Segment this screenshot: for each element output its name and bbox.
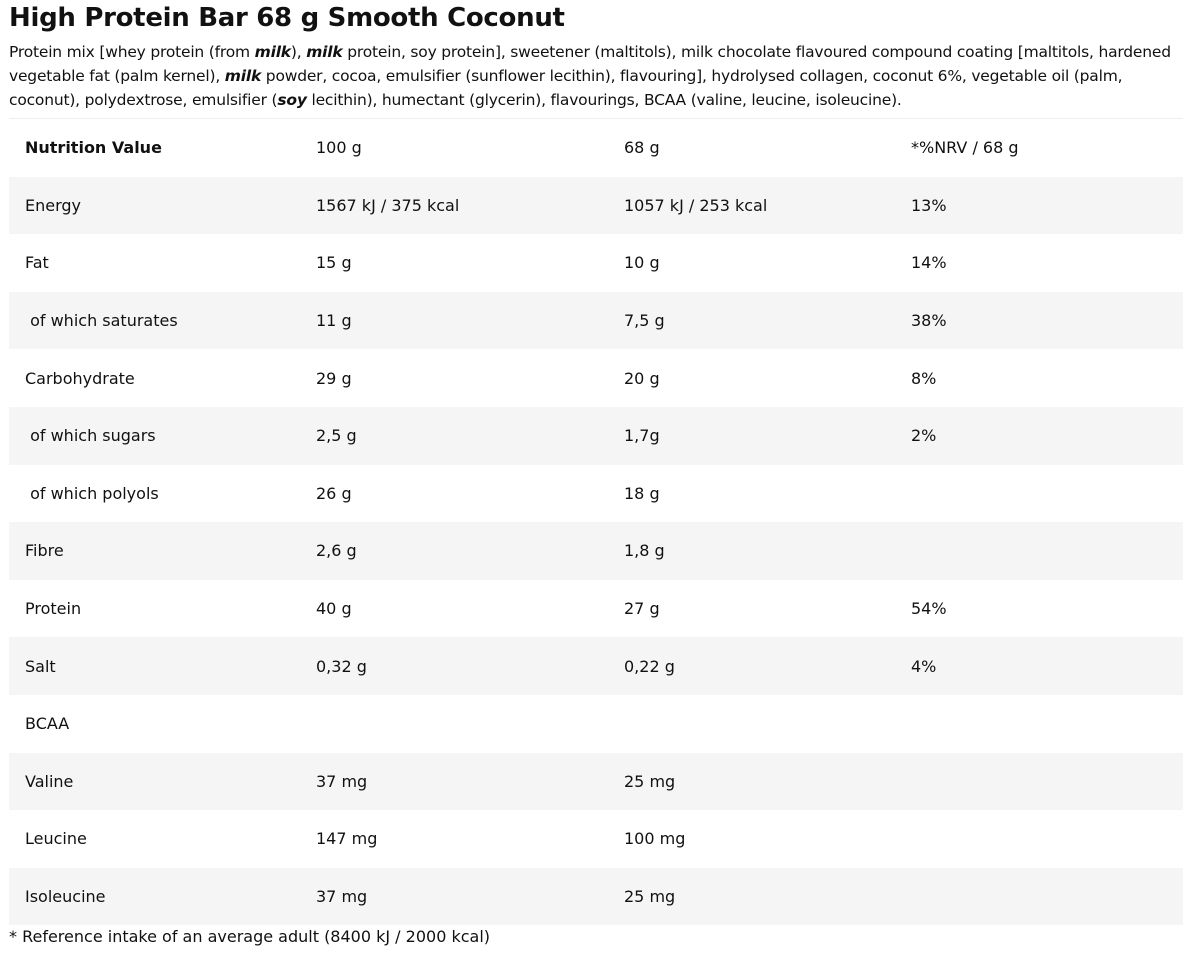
nutrient-value: 1,8 g [624, 541, 665, 561]
table-row: Salt 0,32 g 0,22 g 4% [9, 637, 1183, 695]
ingredient-text: ), [290, 43, 307, 61]
nutrient-value: 20 g [624, 368, 660, 388]
nutrient-value: 8% [911, 368, 937, 388]
nutrient-value: 100 mg [624, 829, 686, 849]
nutrient-value: 7,5 g [624, 311, 665, 331]
nutrient-value: 1057 kJ / 253 kcal [624, 195, 768, 215]
nutrient-value: 37 mg [316, 771, 368, 791]
nutrient-value [895, 753, 1183, 811]
allergen: milk [254, 43, 291, 61]
ingredients: Protein mix [whey protein (from milk), m… [9, 40, 1177, 112]
product-info: High Protein Bar 68 g Smooth Coconut Pro… [9, 3, 1183, 947]
nutrient-name: Fibre [25, 541, 64, 561]
ingredient-text: lecithin), humectant (glycerin), flavour… [306, 91, 902, 109]
nutrient-name: Leucine [25, 829, 87, 849]
nutrient-value: 26 g [316, 483, 352, 503]
nutrient-value: 2,6 g [316, 541, 357, 561]
table-row: Fat 15 g 10 g 14% [9, 234, 1183, 292]
nutrient-name: BCAA [25, 714, 70, 734]
nutrient-value: 100 g [316, 138, 362, 158]
nutrient-value: 18 g [624, 483, 660, 503]
nutrient-value: 40 g [316, 599, 352, 619]
nutrient-value: 29 g [316, 368, 352, 388]
nutrient-name: of which saturates [25, 311, 178, 331]
nutrient-value: 38% [911, 311, 947, 331]
nutrient-name: of which sugars [25, 426, 156, 446]
product-title: High Protein Bar 68 g Smooth Coconut [9, 3, 565, 33]
nutrient-name: Carbohydrate [25, 368, 135, 388]
table-row: Leucine 147 mg 100 mg [9, 810, 1183, 868]
nutrient-name: Energy [25, 195, 82, 215]
nutrient-name: of which polyols [25, 483, 159, 503]
nutrient-value [895, 810, 1183, 868]
nutrient-name: Valine [25, 771, 74, 791]
nutrient-value [895, 522, 1183, 580]
nutrient-value: 10 g [624, 253, 660, 273]
nutrient-value: 27 g [624, 599, 660, 619]
ingredient-text: powder, cocoa, emulsifier (sunflower lec… [9, 67, 1123, 109]
nutrient-value [895, 465, 1183, 523]
nutrient-value: 0,32 g [316, 656, 367, 676]
allergen: milk [224, 67, 262, 85]
table-row: of which polyols 26 g 18 g [9, 465, 1183, 523]
nutrient-value: 2% [911, 426, 937, 446]
ingredient-text: Protein mix [whey protein (from [9, 43, 255, 61]
footnote: * Reference intake of an average adult (… [9, 927, 491, 947]
nutrient-value [895, 695, 1183, 753]
nutrient-value: 14% [911, 253, 947, 273]
table-row: Protein 40 g 27 g 54% [9, 580, 1183, 638]
table-row: of which sugars 2,5 g 1,7g 2% [9, 406, 1183, 465]
nutrient-name: Protein [25, 599, 82, 619]
ingredient-text: protein, soy protein], sweetener (maltit… [9, 43, 1171, 85]
nutrient-value [895, 868, 1183, 926]
nutrient-value: 1567 kJ / 375 kcal [316, 195, 460, 215]
allergen: milk [306, 43, 343, 61]
table-row: Energy 1567 kJ / 375 kcal 1057 kJ / 253 kc… [9, 176, 1183, 235]
table-row: Valine 37 mg 25 mg [9, 752, 1183, 811]
nutrient-name: Nutrition Value [25, 138, 162, 158]
nutrient-value: 1,7g [624, 426, 660, 446]
nutrient-value: 68 g [624, 138, 660, 158]
nutrient-value: 4% [911, 656, 937, 676]
table-row: BCAA [9, 695, 1183, 753]
allergen: soy [277, 91, 307, 109]
nutrition-table: Nutrition Value 100 g 68 g *%NRV / 68 g Ener… [9, 118, 1183, 926]
table-row: Fibre 2,6 g 1,8 g [9, 522, 1183, 580]
nutrient-value: 25 mg [624, 887, 676, 907]
nutrient-value: 54% [911, 599, 947, 619]
table-row: Isoleucine 37 mg 25 mg [9, 867, 1183, 926]
nutrient-name: Fat [25, 253, 49, 273]
nutrient-value [608, 695, 895, 753]
nutrient-value: *%NRV / 68 g [911, 138, 1019, 158]
nutrient-name: Isoleucine [25, 887, 106, 907]
nutrient-value: 2,5 g [316, 426, 357, 446]
nutrient-value: 37 mg [316, 887, 368, 907]
nutrient-value: 147 mg [316, 829, 378, 849]
nutrient-value: 0,22 g [624, 656, 675, 676]
table-row: Carbohydrate 29 g 20 g 8% [9, 349, 1183, 407]
nutrient-value: 13% [911, 195, 947, 215]
nutrient-value: 15 g [316, 253, 352, 273]
nutrient-name: Salt [25, 656, 56, 676]
nutrient-value: 25 mg [624, 771, 676, 791]
table-row: of which saturates 11 g 7,5 g 38% [9, 291, 1183, 350]
table-row: Nutrition Value 100 g 68 g *%NRV / 68 g [9, 119, 1183, 177]
nutrient-value: 11 g [316, 311, 352, 331]
nutrient-value [300, 695, 608, 753]
